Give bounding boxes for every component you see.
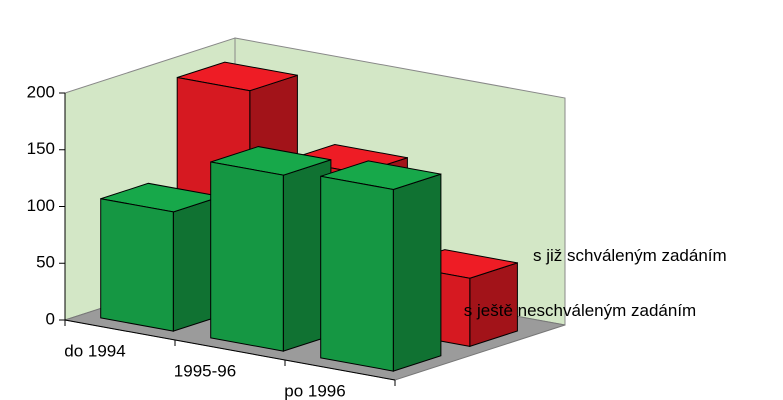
bar-face: [210, 161, 284, 352]
y-tick-label: 150: [27, 139, 55, 158]
y-tick-label: 0: [46, 309, 55, 328]
x-tick-label: po 1996: [284, 381, 345, 400]
bar: [210, 146, 332, 352]
legend-entry: s ještě neschváleným zadáním: [463, 301, 697, 320]
bar-face: [392, 173, 442, 372]
y-tick-label: 100: [27, 196, 55, 215]
x-tick-label: do 1994: [64, 341, 125, 360]
legend-entry: s již schváleným zadáním: [533, 246, 727, 265]
y-tick-label: 200: [27, 82, 55, 101]
x-axis: [64, 319, 396, 381]
bar: [320, 160, 442, 372]
bar: [100, 182, 222, 332]
bar-face: [320, 175, 394, 372]
y-tick-label: 50: [36, 253, 55, 272]
x-tick-label: 1995-96: [174, 361, 236, 380]
bar-face: [100, 198, 174, 332]
